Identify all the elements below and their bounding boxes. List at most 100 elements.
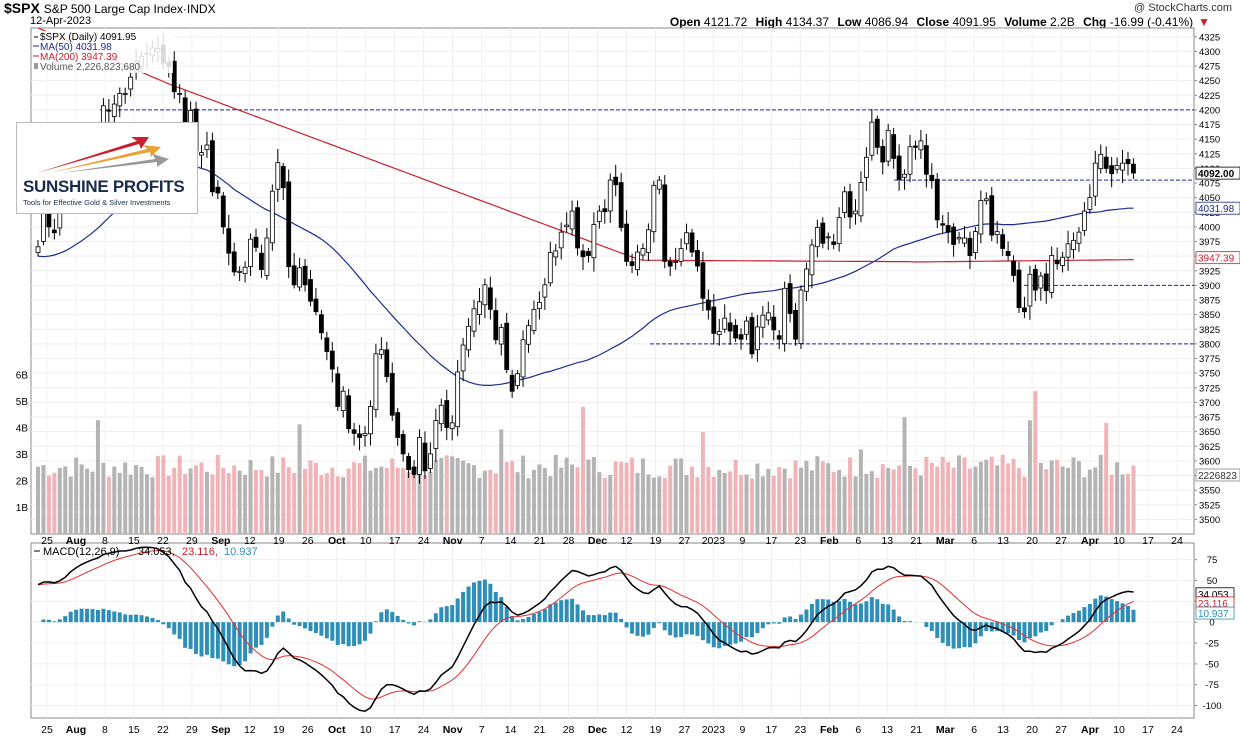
- macd-hist-bar: [864, 601, 869, 623]
- candle-body: [580, 250, 586, 258]
- candle-body: [335, 373, 341, 407]
- logo-subtitle: Tools for Effective Gold & Silver Invest…: [23, 198, 171, 207]
- candle-body: [417, 437, 422, 475]
- date-tick-label: 24: [1171, 535, 1183, 547]
- candle-body: [537, 301, 542, 310]
- macd-hist-bar: [232, 622, 237, 667]
- date-tick-label: 10: [360, 535, 372, 547]
- volume-bar: [1071, 457, 1076, 534]
- candle-body: [978, 200, 984, 235]
- macd-hist-bar: [668, 622, 673, 636]
- date-tick-label: 29: [186, 724, 198, 736]
- price-tick-label: 3550: [1199, 486, 1220, 497]
- candle-body: [357, 433, 362, 438]
- macd-hist-bar: [973, 622, 978, 644]
- macd-hist-bar: [183, 622, 188, 648]
- low-label: Low: [837, 15, 862, 29]
- date-tick-label: 27: [679, 535, 691, 547]
- price-tick-label: 3925: [1199, 266, 1220, 277]
- watermark: @ StockCharts.com: [1134, 2, 1232, 14]
- candle-body: [656, 179, 662, 190]
- volume-bar: [270, 456, 275, 534]
- candle-body: [831, 241, 837, 245]
- macd-hist-bar: [564, 599, 569, 623]
- macd-last-box: [1195, 606, 1235, 620]
- price-tick-label: 3750: [1199, 369, 1220, 380]
- candle-body: [673, 261, 679, 263]
- date-tick-label: 15: [128, 535, 140, 547]
- price-tick-label: 4225: [1199, 91, 1220, 102]
- close-value: 4091.95: [952, 15, 996, 29]
- date-tick-label: 19: [650, 724, 662, 736]
- volume-bar: [330, 467, 335, 534]
- date-tick-label: 22: [157, 535, 169, 547]
- macd-hist-bar: [1082, 607, 1087, 623]
- date-tick-label: 10: [1113, 535, 1125, 547]
- volume-bar: [760, 476, 765, 534]
- macd-hist-bar: [728, 622, 733, 645]
- candle-body: [1005, 250, 1011, 256]
- candle-body: [477, 301, 482, 315]
- date-tick-label: 27: [1055, 535, 1067, 547]
- macd-hist-bar: [254, 622, 258, 648]
- volume-bar: [1055, 459, 1060, 534]
- date-tick-label: Feb: [820, 724, 839, 736]
- volume-bar: [493, 473, 498, 534]
- candle-body: [722, 317, 728, 330]
- price-tick-label: 4250: [1199, 76, 1220, 87]
- candle-body: [318, 314, 324, 334]
- macd-hist-bar: [559, 600, 564, 623]
- volume-bar: [984, 459, 989, 534]
- volume-bar: [1027, 420, 1032, 534]
- date-tick-label: 26: [302, 535, 314, 547]
- macd-hist-bar: [875, 599, 880, 623]
- macd-hist-bar: [957, 622, 962, 649]
- volume-bar: [85, 468, 90, 534]
- macd-hist-bar: [521, 619, 526, 623]
- date-tick-label: 15: [128, 724, 140, 736]
- macd-hist-bar: [319, 622, 324, 636]
- volume-bar: [341, 477, 346, 534]
- candle-body: [248, 238, 253, 267]
- volume-bar: [935, 466, 940, 534]
- candle-body: [727, 322, 733, 332]
- volume-bar: [472, 465, 476, 534]
- volume-bar: [150, 477, 155, 534]
- open-value: 4121.72: [703, 15, 748, 29]
- volume-bar: [946, 462, 951, 534]
- macd-hist-bar: [1038, 622, 1043, 633]
- candle-body: [226, 228, 232, 254]
- volume-bar: [864, 473, 869, 534]
- macd-hist-bar: [188, 622, 193, 649]
- volume-bar: [123, 462, 128, 534]
- volume-bar: [679, 458, 684, 534]
- macd-hist-bar: [570, 598, 575, 623]
- volume-bar: [973, 466, 978, 534]
- last-value-box: [1195, 201, 1240, 215]
- macd-hist-bar: [101, 608, 106, 623]
- candle-body: [651, 184, 657, 233]
- macd-hist-bar: [352, 622, 357, 647]
- candle-body: [1038, 275, 1044, 289]
- candle-body: [422, 442, 428, 472]
- macd-hist-bar: [510, 616, 515, 623]
- macd-hist-bar: [41, 619, 46, 623]
- candle-body: [755, 326, 760, 351]
- volume-tick-label: 4B: [16, 424, 29, 435]
- macd-hist-bar: [858, 603, 863, 623]
- macd-hist-bar: [308, 622, 313, 632]
- volume-bar: [166, 475, 171, 534]
- candle-body: [1032, 269, 1038, 291]
- volume-bar: [1093, 467, 1098, 534]
- macd-hist-bar: [63, 616, 68, 623]
- date-tick-label: 9: [739, 724, 745, 736]
- macd-hist-bar: [1076, 610, 1081, 623]
- macd-tick-label: 50: [1207, 576, 1218, 587]
- macd-hist-bar: [706, 622, 711, 644]
- volume-bar: [194, 465, 199, 534]
- macd-hist-bar: [880, 603, 885, 623]
- macd-hist-bar: [210, 622, 215, 659]
- macd-hist-bar: [466, 586, 471, 623]
- macd-hist-bar: [673, 622, 678, 638]
- volume-tick-label: 5B: [16, 397, 29, 408]
